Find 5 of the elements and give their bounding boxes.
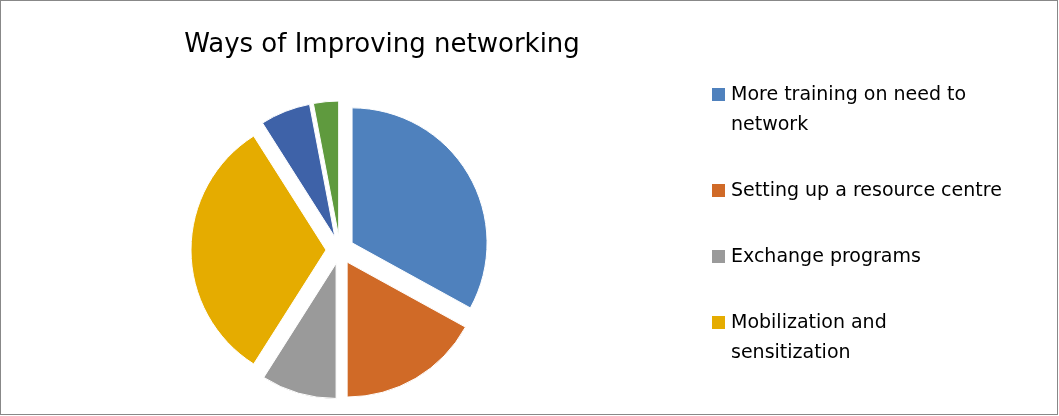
legend-label: Exchange programs (731, 244, 921, 266)
legend-label: More training on need to network (731, 82, 967, 134)
chart-title: Ways of Improving networking (184, 28, 580, 58)
legend-label: Setting up a resource centre (731, 178, 1002, 200)
legend-label: Mobilization and sensitization (731, 310, 887, 362)
